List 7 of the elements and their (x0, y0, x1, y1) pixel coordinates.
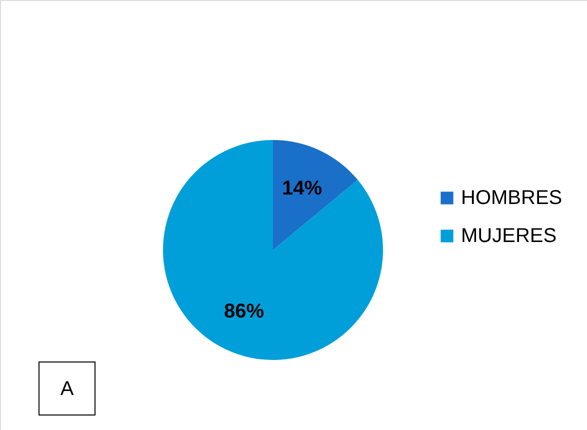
data-label: 86% (224, 300, 264, 323)
legend-label: HOMBRES (461, 187, 562, 209)
pie-slice (273, 140, 358, 250)
legend-label: MUJERES (461, 225, 557, 247)
pie-slice (163, 140, 383, 360)
data-label: 14% (282, 177, 322, 200)
text: A (60, 378, 74, 400)
